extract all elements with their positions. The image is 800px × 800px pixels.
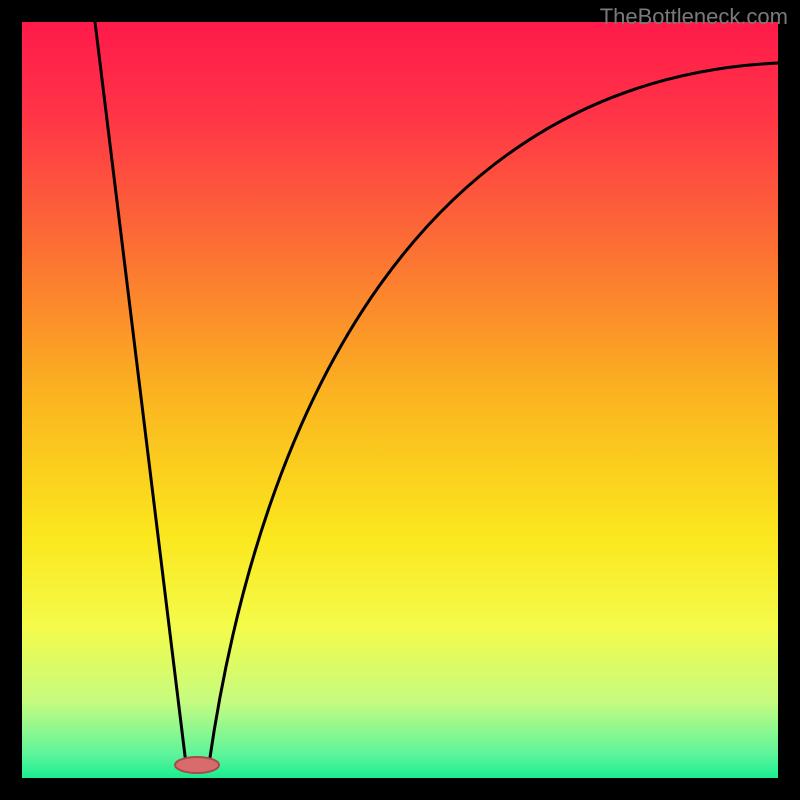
- plot-background: [22, 22, 778, 778]
- bottleneck-chart: [0, 0, 800, 800]
- watermark-text: TheBottleneck.com: [600, 4, 788, 30]
- optimal-point-marker: [175, 757, 219, 773]
- chart-container: TheBottleneck.com: [0, 0, 800, 800]
